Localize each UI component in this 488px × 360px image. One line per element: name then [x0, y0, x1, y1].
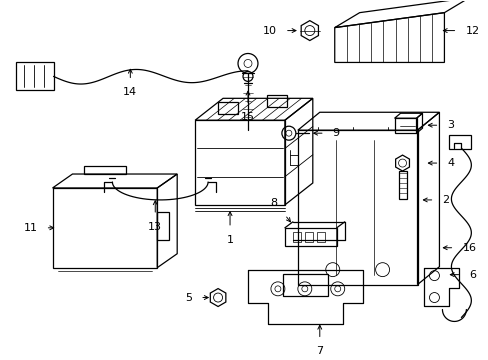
Bar: [398, 171, 406, 199]
Text: 1: 1: [226, 235, 233, 245]
Text: 10: 10: [263, 26, 276, 36]
Text: 12: 12: [465, 26, 479, 36]
Bar: [292, 232, 300, 242]
Bar: [157, 212, 169, 240]
Text: 15: 15: [241, 112, 254, 122]
Bar: [218, 102, 238, 114]
Bar: [84, 166, 125, 174]
Text: 2: 2: [442, 195, 448, 205]
Text: 13: 13: [148, 222, 162, 232]
Bar: [448, 135, 470, 149]
Bar: [266, 95, 286, 107]
Text: 11: 11: [23, 223, 38, 233]
Text: 9: 9: [332, 128, 339, 138]
Text: 4: 4: [447, 158, 454, 168]
Bar: [283, 274, 327, 296]
Bar: [304, 232, 312, 242]
Text: 5: 5: [185, 293, 192, 302]
Text: 3: 3: [447, 120, 453, 130]
Text: 14: 14: [123, 87, 137, 97]
Bar: [16, 62, 53, 90]
Bar: [285, 228, 336, 246]
Text: 7: 7: [316, 346, 323, 356]
Bar: [316, 232, 324, 242]
Text: 16: 16: [462, 243, 475, 253]
Text: 8: 8: [269, 198, 276, 208]
Text: 6: 6: [468, 270, 475, 280]
